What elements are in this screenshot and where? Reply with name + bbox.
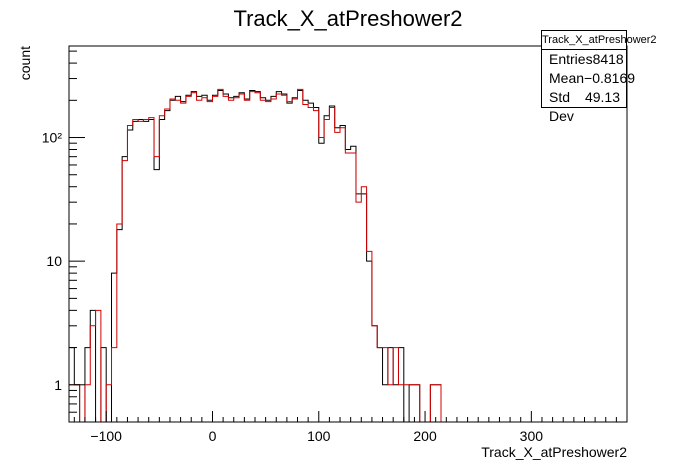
stats-row-mean: Mean −0.8169 xyxy=(542,69,635,88)
plot-frame xyxy=(68,45,628,423)
stats-value: −0.8169 xyxy=(584,70,636,86)
x-tick-label: 300 xyxy=(520,428,544,444)
y-tick-label: 10² xyxy=(42,130,63,146)
stats-row-stddev: Std Dev 49.13 xyxy=(542,88,626,124)
stats-box-title: Track_X_atPreshower2 xyxy=(542,31,657,50)
series-layer xyxy=(69,88,627,423)
histogram-series-1 xyxy=(69,88,627,423)
stats-row-entries: Entries 8418 xyxy=(542,50,626,69)
y-axis: 1 10 10² xyxy=(42,50,85,423)
stats-label: Entries xyxy=(549,51,593,67)
histogram-series-0 xyxy=(69,90,627,423)
y-axis-label: count xyxy=(17,46,33,80)
x-tick-label: −100 xyxy=(90,428,122,444)
stats-value: 8418 xyxy=(592,51,624,67)
x-tick-label: 0 xyxy=(209,428,217,444)
y-tick-label: 1 xyxy=(54,377,62,393)
stats-label: Mean xyxy=(549,70,585,86)
x-tick-label: 100 xyxy=(307,428,331,444)
y-tick-label: 10 xyxy=(46,253,62,269)
stats-box: Track_X_atPreshower2 Entries 8418 Mean −… xyxy=(541,30,657,124)
stats-label: Std Dev xyxy=(549,89,574,124)
x-tick-label: 200 xyxy=(413,428,437,444)
stats-value: 49.13 xyxy=(584,89,620,105)
x-axis: −100 0 100 200 300 xyxy=(73,411,617,444)
x-axis-label: Track_X_atPreshower2 xyxy=(481,444,627,460)
chart-title: Track_X_atPreshower2 xyxy=(233,6,462,31)
